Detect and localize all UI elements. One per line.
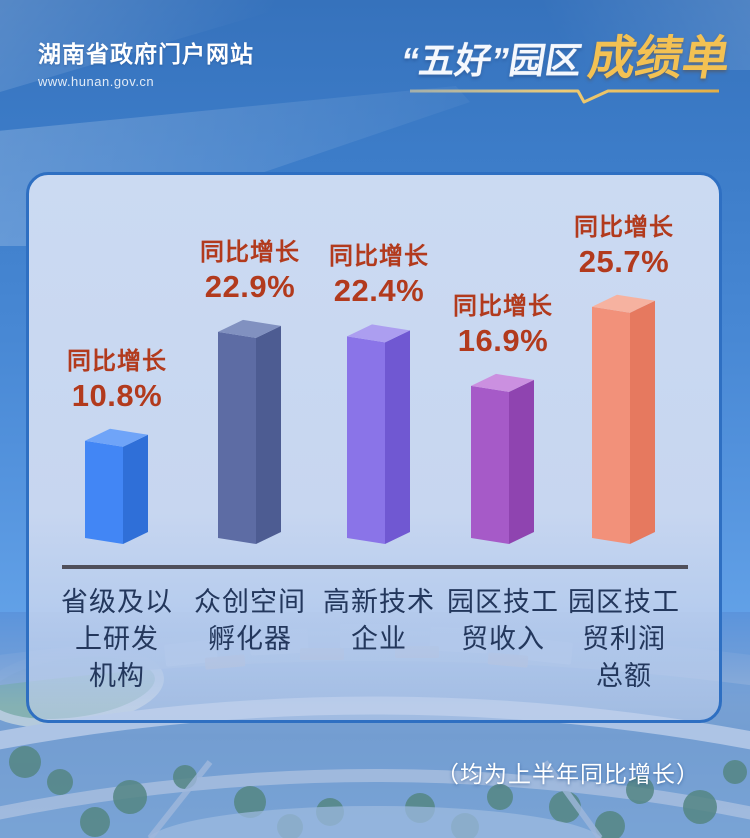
title-highlight-part: 成绩单 (584, 31, 735, 84)
chart-card (26, 172, 722, 723)
title-quoted-part: “五好”园区 (398, 39, 585, 81)
footnote: （均为上半年同比增长） (436, 761, 700, 787)
page-title: “五好”园区 成绩单 (398, 31, 735, 84)
site-name: 湖南省政府门户网站 (38, 41, 254, 67)
site-logo: 湖南省政府门户网站 www.hunan.gov.cn (38, 35, 254, 89)
site-url: www.hunan.gov.cn (38, 74, 155, 89)
background-sheen (480, 0, 750, 70)
